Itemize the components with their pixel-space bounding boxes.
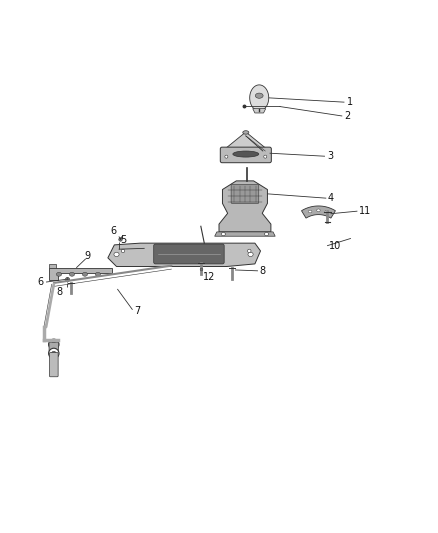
- Ellipse shape: [308, 210, 312, 213]
- Text: 8: 8: [260, 266, 266, 276]
- Ellipse shape: [49, 348, 59, 359]
- Polygon shape: [108, 243, 261, 266]
- Ellipse shape: [121, 249, 125, 253]
- Ellipse shape: [52, 342, 56, 346]
- Ellipse shape: [69, 272, 74, 276]
- Ellipse shape: [265, 232, 269, 236]
- Text: 12: 12: [202, 272, 215, 282]
- Polygon shape: [49, 264, 56, 268]
- Text: 11: 11: [359, 206, 371, 216]
- Polygon shape: [250, 85, 269, 111]
- Ellipse shape: [95, 272, 100, 276]
- Polygon shape: [219, 181, 271, 232]
- FancyBboxPatch shape: [49, 343, 59, 353]
- Polygon shape: [49, 268, 112, 280]
- FancyBboxPatch shape: [154, 244, 224, 264]
- Text: 5: 5: [120, 235, 127, 245]
- Text: 7: 7: [134, 306, 141, 316]
- FancyBboxPatch shape: [49, 352, 58, 377]
- Ellipse shape: [243, 131, 249, 134]
- Ellipse shape: [52, 351, 56, 356]
- Text: 1: 1: [346, 97, 353, 107]
- Polygon shape: [253, 109, 266, 113]
- Ellipse shape: [82, 272, 88, 276]
- Ellipse shape: [255, 93, 263, 98]
- Ellipse shape: [325, 210, 328, 213]
- Polygon shape: [215, 232, 275, 236]
- Text: 8: 8: [57, 287, 63, 297]
- Ellipse shape: [114, 252, 119, 256]
- Text: 6: 6: [37, 277, 43, 287]
- Ellipse shape: [264, 155, 267, 158]
- Ellipse shape: [247, 249, 251, 253]
- Text: 6: 6: [110, 225, 116, 236]
- Ellipse shape: [248, 252, 253, 256]
- Ellipse shape: [57, 272, 62, 276]
- Ellipse shape: [221, 232, 226, 236]
- Text: 10: 10: [329, 241, 341, 251]
- Text: 2: 2: [344, 111, 351, 121]
- Text: 3: 3: [327, 151, 333, 161]
- Ellipse shape: [49, 339, 59, 350]
- Ellipse shape: [317, 209, 320, 212]
- Polygon shape: [301, 206, 336, 218]
- FancyBboxPatch shape: [220, 147, 271, 163]
- Text: 4: 4: [328, 193, 334, 203]
- Text: 9: 9: [84, 251, 90, 261]
- Polygon shape: [225, 132, 267, 152]
- Ellipse shape: [225, 155, 228, 158]
- FancyBboxPatch shape: [231, 184, 259, 204]
- Ellipse shape: [233, 151, 259, 157]
